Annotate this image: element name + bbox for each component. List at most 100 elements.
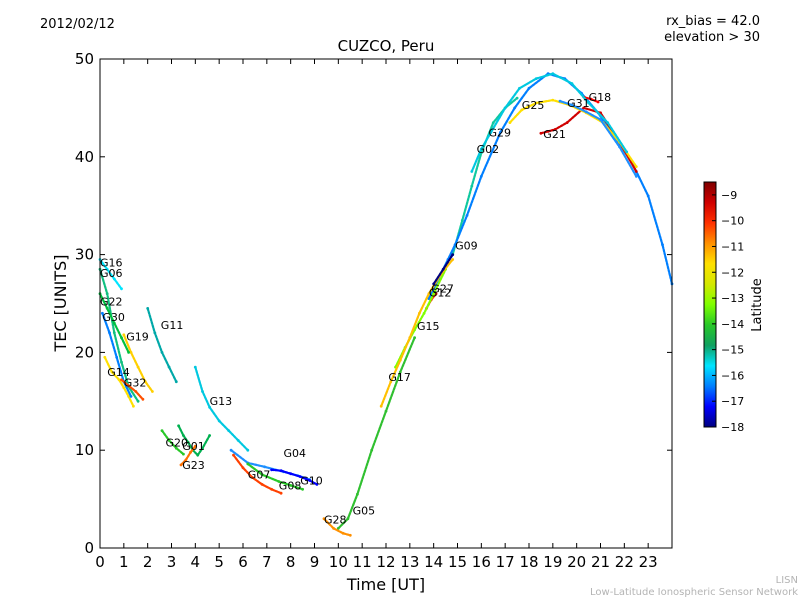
x-tick-label: 0	[95, 553, 105, 571]
data-point	[441, 267, 445, 271]
data-point	[518, 86, 521, 90]
data-point	[413, 336, 416, 340]
series-label-g23: G23	[182, 459, 205, 472]
data-point	[236, 439, 240, 442]
data-point	[587, 101, 590, 105]
data-point	[570, 103, 574, 107]
series-g32-line	[120, 378, 144, 401]
data-point	[127, 395, 130, 398]
data-point	[434, 292, 438, 296]
x-tick-label: 2	[143, 553, 153, 571]
data-point	[146, 307, 150, 310]
data-point	[108, 331, 111, 335]
data-point	[570, 82, 574, 85]
data-point	[251, 476, 254, 479]
series-g09-line	[427, 72, 674, 300]
series-label-g09: G09	[455, 240, 478, 253]
data-point	[120, 378, 123, 382]
data-point	[341, 531, 345, 535]
x-tick-label: 18	[519, 553, 538, 571]
data-point	[174, 446, 178, 450]
data-point	[167, 439, 171, 442]
data-point	[160, 351, 164, 354]
plot-frame	[99, 58, 673, 549]
data-point	[539, 131, 543, 135]
series-label-g15: G15	[417, 320, 440, 333]
data-point	[513, 106, 517, 110]
colorbar-tick-label: −14	[721, 318, 744, 331]
data-point	[279, 491, 283, 495]
data-point	[479, 147, 483, 151]
data-point	[270, 468, 273, 472]
data-point	[491, 121, 495, 124]
x-tick-label: 13	[400, 553, 419, 571]
data-point	[499, 131, 502, 134]
data-point	[134, 390, 138, 393]
data-point	[151, 390, 154, 393]
data-point	[196, 453, 200, 457]
series-label-g11: G11	[161, 319, 184, 332]
data-point	[634, 170, 638, 173]
series-label-g02: G02	[477, 143, 500, 156]
colorbar-tick-label: −11	[721, 240, 744, 253]
y-tick-label: 10	[75, 441, 94, 459]
series-label-g19: G19	[126, 331, 149, 344]
series-label-g28: G28	[324, 514, 347, 527]
data-point	[143, 380, 147, 384]
sat-labels-layer: G01G02G04G05G06G07G08G09G10G11G12G13G14G…	[100, 91, 611, 526]
series-g06-line	[98, 268, 140, 403]
data-point	[398, 370, 402, 374]
data-point	[565, 121, 569, 124]
data-point	[589, 97, 593, 101]
data-point	[384, 409, 388, 413]
series-g13-line	[194, 366, 249, 452]
y-axis: 0 10 20 30 40 50	[75, 50, 672, 557]
data-point	[103, 355, 107, 359]
data-point	[289, 484, 293, 487]
colorbar-tick-label: −17	[721, 395, 744, 408]
rx-bias-label: rx_bias = 42.0 elevation > 30	[664, 14, 760, 46]
data-point	[503, 106, 507, 110]
data-point	[263, 465, 266, 469]
series-label-g12: G12	[429, 287, 452, 300]
x-tick-label: 1	[119, 553, 129, 571]
series-label-g25: G25	[522, 99, 545, 112]
data-point	[227, 429, 231, 432]
data-point	[322, 517, 326, 521]
colorbar-tick-label: −9	[721, 189, 737, 202]
data-point	[122, 333, 126, 337]
data-point	[470, 184, 474, 188]
data-point	[141, 397, 145, 401]
series-layer	[98, 72, 674, 537]
x-tick-label: 8	[286, 553, 296, 571]
data-point	[534, 77, 538, 80]
data-point	[634, 165, 638, 169]
series-label-g31: G31	[567, 97, 590, 110]
data-point	[136, 365, 140, 369]
data-point	[460, 219, 464, 222]
data-point	[551, 72, 555, 76]
data-point	[479, 175, 483, 178]
series-label-g10: G10	[300, 474, 323, 487]
series-g07-line	[232, 454, 283, 495]
data-point	[646, 194, 650, 198]
data-point	[379, 404, 383, 408]
data-point	[260, 473, 264, 476]
x-tick-label: 10	[329, 553, 348, 571]
date-label: 2012/02/12	[40, 17, 115, 32]
series-label-g04: G04	[284, 447, 307, 460]
data-point	[398, 358, 402, 362]
data-point	[453, 243, 457, 247]
data-point	[418, 311, 421, 315]
data-point	[520, 108, 524, 112]
data-point	[427, 297, 431, 300]
series-g14-line	[103, 356, 135, 408]
data-point	[193, 365, 197, 369]
data-point	[508, 121, 512, 124]
series-label-g16: G16	[100, 256, 123, 269]
series-label-g32: G32	[124, 377, 147, 390]
data-point	[422, 311, 426, 315]
x-tick-label: 3	[167, 553, 177, 571]
series-g16-line	[98, 258, 123, 290]
data-point	[260, 483, 264, 486]
